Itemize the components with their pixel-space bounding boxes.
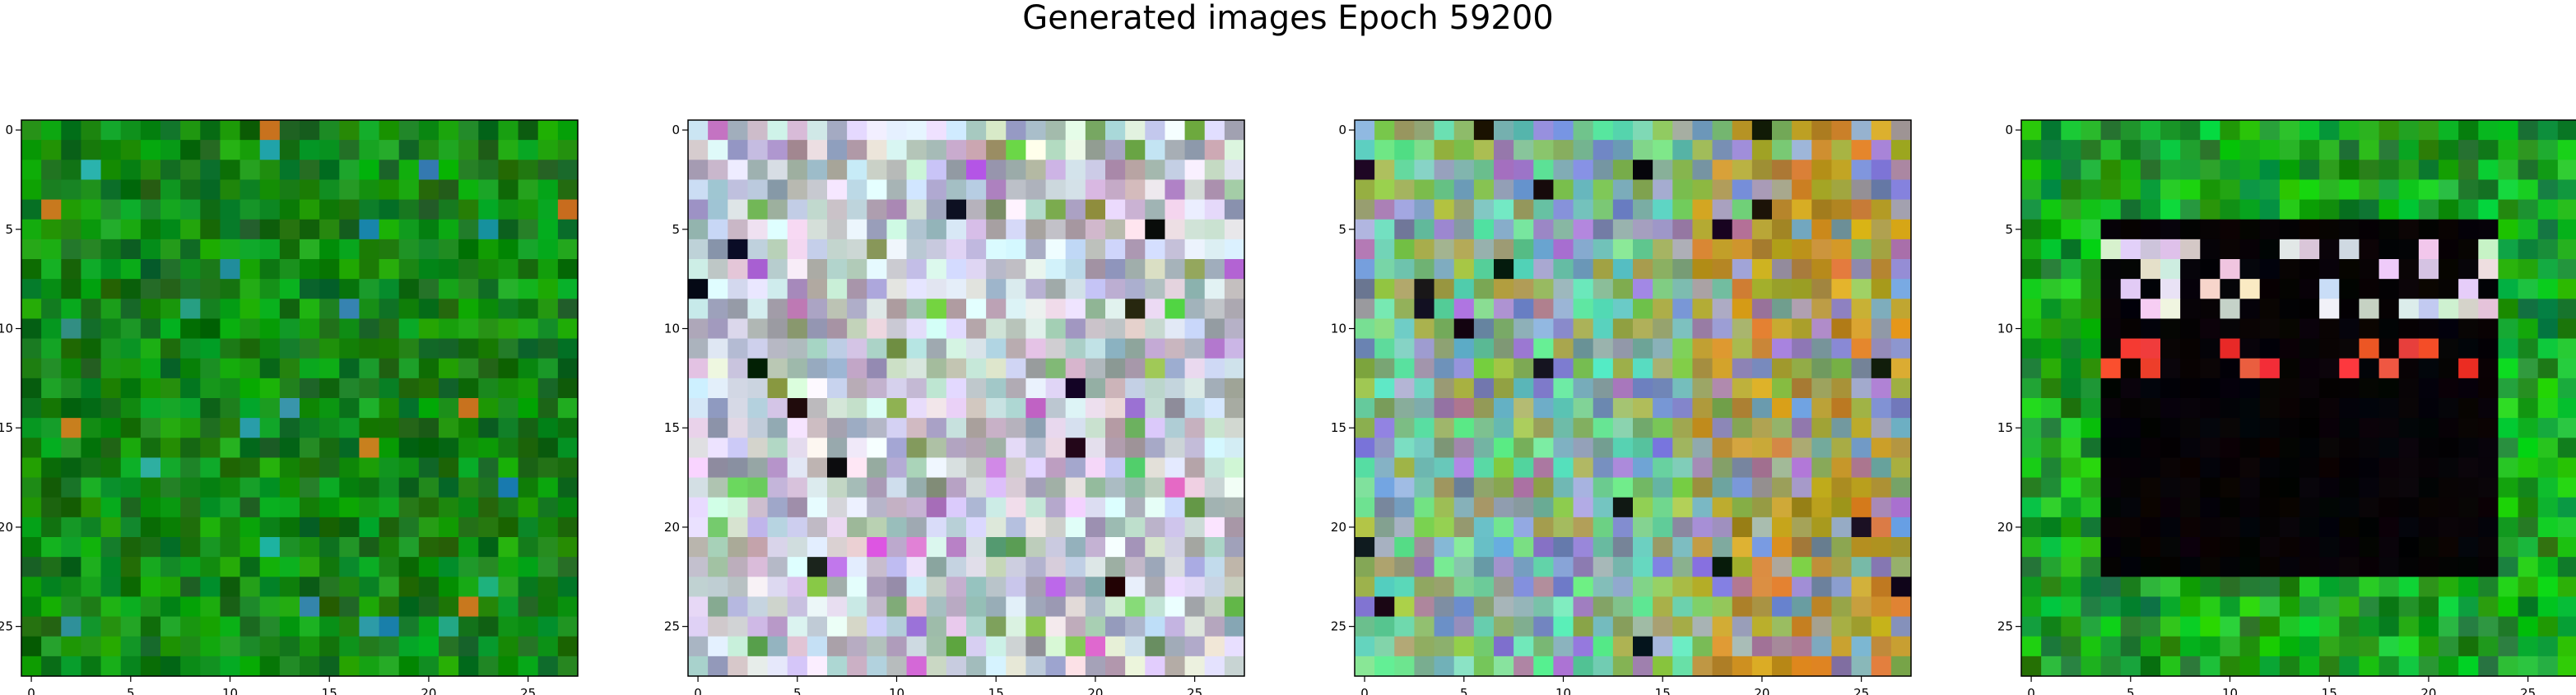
x-tick-label: 25	[520, 686, 536, 695]
axes-frame	[1354, 119, 1912, 677]
y-tick-label: 20	[0, 520, 13, 535]
y-tick-label: 0	[2005, 123, 2013, 137]
y-tick-label: 5	[1338, 222, 1346, 237]
x-tick-label: 25	[1853, 686, 1869, 695]
generated-image-1	[21, 120, 579, 677]
x-tick-label: 5	[2127, 686, 2135, 695]
x-tick-label: 10	[1555, 686, 1571, 695]
x-tick-label: 5	[793, 686, 802, 695]
x-tick-label: 15	[2322, 686, 2337, 695]
y-tick-label: 5	[672, 222, 680, 237]
generated-image-3	[1355, 120, 1912, 677]
y-tick-label: 25	[1331, 619, 1346, 634]
x-tick-label: 20	[1754, 686, 1769, 695]
y-tick-label: 20	[1331, 520, 1346, 535]
x-tick-label: 0	[1360, 686, 1369, 695]
x-tick-label: 20	[2420, 686, 2436, 695]
x-tick-label: 10	[222, 686, 238, 695]
y-tick-label: 20	[664, 520, 680, 535]
y-tick-label: 15	[1997, 420, 2013, 435]
x-tick-label: 10	[2222, 686, 2238, 695]
image-axes-2: 0 0 5 5 10 10 15 15 20 20 25 25	[664, 119, 1245, 695]
x-tick-label: 20	[421, 686, 436, 695]
axes-frame	[21, 119, 579, 677]
y-tick-label: 15	[0, 420, 13, 435]
axes-frame	[2020, 119, 2576, 677]
y-tick-label: 0	[5, 123, 13, 137]
y-tick-label: 10	[664, 322, 680, 336]
x-tick-label: 5	[1460, 686, 1468, 695]
image-panel-1: 0 0 5 5 10 10 15 15 20 20 25 25	[0, 0, 625, 695]
y-tick-label: 25	[0, 619, 13, 634]
x-tick-label: 15	[1655, 686, 1671, 695]
y-tick-label: 0	[672, 123, 680, 137]
x-tick-label: 0	[27, 686, 35, 695]
y-tick-label: 10	[1331, 322, 1346, 336]
figure-title: Generated images Epoch 59200	[1022, 0, 1554, 37]
y-tick-label: 25	[1997, 619, 2013, 634]
x-tick-label: 25	[2520, 686, 2536, 695]
y-tick-label: 0	[1338, 123, 1346, 137]
x-tick-label: 0	[2027, 686, 2035, 695]
y-tick-label: 20	[1997, 520, 2013, 535]
image-axes-3: 0 0 5 5 10 10 15 15 20 20 25 25	[1331, 119, 1912, 695]
image-axes-1: 0 0 5 5 10 10 15 15 20 20 25 25	[0, 119, 579, 695]
y-tick-label: 10	[1997, 322, 2013, 336]
y-tick-label: 25	[664, 619, 680, 634]
x-tick-label: 10	[889, 686, 904, 695]
y-tick-label: 5	[5, 222, 13, 237]
x-tick-label: 15	[322, 686, 337, 695]
y-tick-label: 5	[2005, 222, 2013, 237]
x-tick-label: 25	[1187, 686, 1202, 695]
x-tick-label: 0	[694, 686, 702, 695]
x-tick-label: 20	[1087, 686, 1103, 695]
generated-image-2	[688, 120, 1245, 677]
generated-image-4	[2021, 120, 2576, 677]
image-panel-3: 0 0 5 5 10 10 15 15 20 20 25 25	[0, 0, 1912, 695]
y-tick-label: 15	[664, 420, 680, 435]
y-tick-label: 10	[0, 322, 13, 336]
image-panel-2: 0 0 5 5 10 10 15 15 20 20 25 25	[0, 0, 1245, 695]
axes-frame	[687, 119, 1245, 677]
x-tick-label: 15	[988, 686, 1004, 695]
y-tick-label: 15	[1331, 420, 1346, 435]
x-tick-label: 5	[127, 686, 135, 695]
